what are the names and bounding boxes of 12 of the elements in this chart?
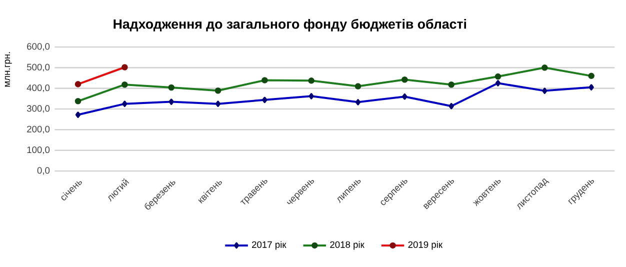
y-tick-label: 500,0 (26, 64, 50, 72)
y-tick-label: 400,0 (26, 84, 50, 92)
y-tick-label: 600,0 (27, 43, 50, 51)
y-tick-label: 0,0 (37, 167, 50, 175)
y-tick-label: 300,0 (26, 105, 50, 113)
legend-label: 2017 рік (252, 241, 286, 250)
chart-title: Надходження до загального фонду бюджетів області (114, 18, 466, 32)
y-axis-title: млн.грн. (4, 52, 12, 87)
y-tick-label: 200,0 (27, 126, 50, 134)
y-tick-label: 100,0 (27, 146, 50, 154)
legend-label: 2018 рік (330, 241, 364, 250)
legend-label: 2019 рік (408, 241, 443, 250)
